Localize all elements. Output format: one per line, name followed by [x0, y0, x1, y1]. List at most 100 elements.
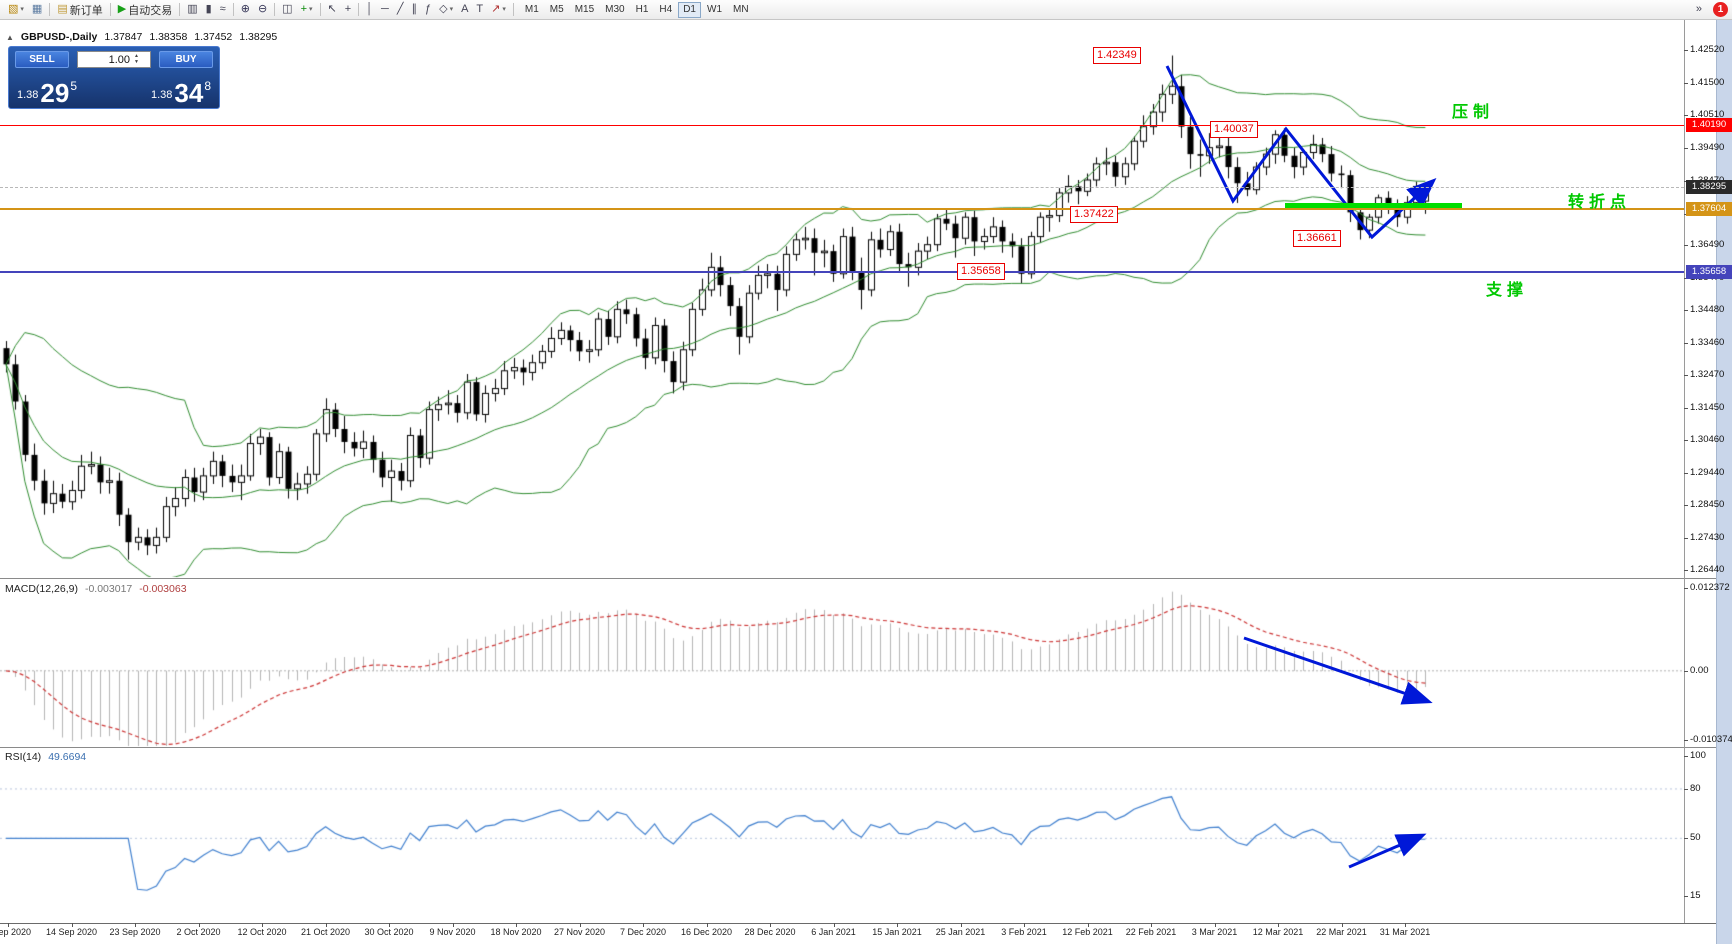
crosshair-icon: +	[344, 3, 352, 15]
time-axis-label: 3 Mar 2021	[1191, 927, 1238, 937]
time-axis-tick	[1214, 923, 1216, 927]
fibonacci-icon: ƒ	[424, 3, 432, 15]
time-axis-label: 22 Feb 2021	[1125, 927, 1177, 937]
new-chart-button[interactable]: ▧ ▾	[4, 1, 28, 19]
time-axis-tick	[643, 923, 644, 927]
axis-tick-mark	[1684, 244, 1688, 246]
current-price-badge: 1.38295	[1686, 179, 1732, 194]
panel-separator[interactable]	[0, 578, 1716, 579]
spinner-up-icon[interactable]: ▲	[134, 53, 139, 59]
trendline-tool-button[interactable]: ╱	[393, 1, 408, 19]
time-axis-label: 30 Oct 2020	[364, 927, 414, 937]
arrow-tools-button[interactable]: ↗ ▾	[487, 1, 510, 19]
horizontal-level-line[interactable]	[0, 125, 1684, 126]
cursor-tool-button[interactable]: ↖	[324, 1, 341, 19]
vertical-scrollbar[interactable]	[1716, 20, 1732, 944]
toolbar-separator	[109, 3, 111, 16]
time-axis-label: 22 Mar 2021	[1316, 927, 1367, 937]
toolbar-overflow-button[interactable]: »	[1692, 1, 1706, 19]
resistance-label[interactable]: 压制	[1452, 104, 1495, 121]
autotrading-button[interactable]: ▶ 自动交易	[114, 1, 176, 19]
autotrading-play-icon: ▶	[117, 3, 127, 15]
tile-windows-button[interactable]: ◫	[278, 1, 296, 19]
time-axis-tick	[1278, 923, 1279, 927]
spinner-down-icon[interactable]: ▼	[134, 58, 139, 65]
autotrading-label: 自动交易	[128, 4, 173, 17]
line-chart-mode-button[interactable]: ≈	[216, 1, 230, 19]
buy-button[interactable]: BUY	[159, 51, 213, 68]
price-chart-canvas[interactable]	[0, 20, 1732, 944]
timeframe-h1-button[interactable]: H1	[631, 2, 654, 18]
candlestick-mode-button[interactable]: ▮	[202, 1, 216, 19]
sell-price[interactable]: 1.38 29 5	[17, 79, 77, 106]
timeframe-mn-button[interactable]: MN	[728, 2, 754, 18]
sell-price-prefix: 1.38	[17, 89, 39, 101]
vertical-line-icon: │	[366, 3, 374, 15]
crosshair-tool-button[interactable]: +	[341, 1, 355, 19]
axis-tick-mark	[1684, 670, 1688, 672]
vertical-line-tool-button[interactable]: │	[362, 1, 377, 19]
pivot-label[interactable]: 转折点	[1568, 194, 1632, 211]
price-axis-tick: 1.28450	[1690, 498, 1725, 510]
volume-stepper[interactable]: ▲ ▼	[77, 51, 151, 68]
sell-button[interactable]: SELL	[15, 51, 69, 68]
axis-tick-mark	[1684, 309, 1688, 311]
text-tool-button[interactable]: A	[457, 1, 472, 19]
collapse-panel-icon[interactable]: ▲	[6, 32, 14, 42]
price-axis-tick: 1.33460	[1690, 336, 1725, 348]
toolbar-separator	[179, 3, 181, 16]
time-axis-label: 6 Jan 2021	[811, 927, 856, 937]
time-axis-tick	[262, 923, 263, 927]
profiles-button[interactable]: ▦	[28, 1, 46, 19]
timeframe-d1-button[interactable]: D1	[678, 1, 701, 18]
price-tag-1.36661[interactable]: 1.36661	[1293, 230, 1341, 248]
fibonacci-tool-button[interactable]: ƒ	[421, 1, 435, 19]
timeframe-m30-button[interactable]: M30	[600, 2, 629, 18]
arrow-tool-icon: ↗	[491, 3, 501, 15]
horizontal-level-line[interactable]	[0, 271, 1684, 273]
macd-axis-tick: -0.010374	[1690, 734, 1732, 746]
price-tag-1.37422[interactable]: 1.37422	[1070, 205, 1118, 223]
timeframe-h4-button[interactable]: H4	[654, 2, 677, 18]
bar-chart-mode-button[interactable]: ▥	[183, 1, 201, 19]
timeframe-w1-button[interactable]: W1	[702, 2, 727, 18]
price-axis-tick: 1.36490	[1690, 238, 1725, 250]
channel-tool-button[interactable]: ∥	[407, 1, 421, 19]
horizontal-line-tool-button[interactable]: ─	[377, 1, 393, 19]
timeframe-m15-button[interactable]: M15	[570, 2, 599, 18]
time-axis-label: 23 Sep 2020	[109, 927, 161, 937]
timeframe-m5-button[interactable]: M5	[545, 2, 569, 18]
support-label[interactable]: 支撑	[1486, 282, 1529, 299]
notification-badge[interactable]: 1	[1713, 2, 1728, 17]
label-tool-button[interactable]: T	[472, 1, 487, 19]
tile-windows-icon: ◫	[282, 3, 293, 15]
axis-tick-mark	[1684, 439, 1688, 441]
buy-price[interactable]: 1.38 34 8	[151, 79, 211, 106]
time-axis-label: 2 Oct 2020	[176, 927, 221, 937]
pivot-support-segment[interactable]	[1285, 203, 1462, 209]
zoom-in-icon: ⊕	[240, 3, 250, 15]
shapes-tool-button[interactable]: ◇ ▾	[435, 1, 457, 19]
price-axis-tick: 1.34480	[1690, 303, 1725, 315]
volume-input[interactable]	[78, 53, 132, 66]
time-axis-label: 15 Jan 2021	[872, 927, 922, 937]
toolbar-separator	[319, 3, 321, 16]
zoom-out-button[interactable]: ⊖	[254, 1, 271, 19]
volume-spinner[interactable]: ▲ ▼	[132, 53, 141, 65]
timeframe-m1-button[interactable]: M1	[520, 2, 544, 18]
price-tag-1.35658[interactable]: 1.35658	[957, 262, 1005, 280]
overflow-icon: »	[1695, 3, 1702, 15]
new-order-label: 新订单	[69, 4, 103, 17]
buy-price-sup: 8	[204, 79, 211, 93]
new-order-button[interactable]: ▤ 新订单	[53, 1, 106, 19]
time-axis-label: 16 Dec 2020	[680, 927, 733, 937]
rsi-header: RSI(14) 49.6694	[5, 751, 86, 763]
trendline-icon: ╱	[396, 3, 404, 15]
panel-separator[interactable]	[0, 747, 1716, 748]
price-tag-1.42349[interactable]: 1.42349	[1093, 46, 1141, 64]
zoom-in-button[interactable]: ⊕	[237, 1, 254, 19]
indicators-button[interactable]: + ▾	[297, 1, 317, 19]
price-tag-1.40037[interactable]: 1.40037	[1210, 121, 1258, 139]
axis-tick-mark	[1684, 569, 1688, 571]
horizontal-level-line[interactable]	[0, 208, 1684, 210]
